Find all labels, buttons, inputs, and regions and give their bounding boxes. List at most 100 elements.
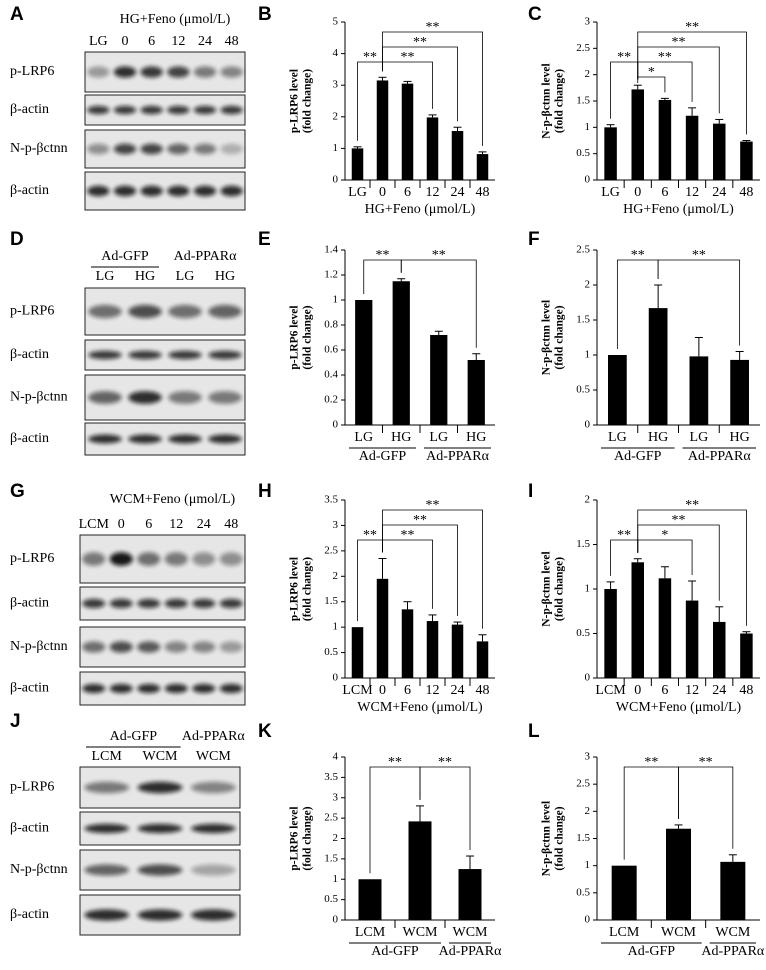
blot-strip: [79, 671, 246, 706]
x-tick-label: 0: [379, 683, 386, 698]
blot-band: [168, 350, 202, 360]
blot-band: [128, 434, 162, 444]
significance-label: **: [644, 755, 658, 770]
blot-strip: [84, 51, 246, 93]
blot-strip: [84, 94, 246, 126]
y-tick-label: 2.5: [576, 42, 590, 54]
significance-label: **: [617, 528, 631, 543]
y-tick-label: 2.5: [576, 778, 590, 790]
x-tick-label: LCM: [595, 683, 626, 698]
y-tick-label: 2.5: [576, 244, 590, 256]
y-tick-label: 3: [585, 751, 591, 763]
significance-label: **: [658, 50, 672, 65]
significance-label: **: [363, 528, 377, 543]
x-tick-label: WCM: [403, 925, 439, 940]
blot-band: [192, 641, 216, 653]
y-tick-label: 0: [333, 672, 339, 684]
bar: [648, 308, 668, 425]
x-tick-label: 48: [739, 683, 753, 698]
group-label: Ad-PPARα: [688, 449, 752, 464]
bar: [740, 141, 753, 180]
blot-band: [190, 823, 236, 834]
blot-band: [220, 143, 243, 155]
x-axis-label: HG+Feno (μmol/L): [365, 202, 476, 217]
blot-band: [87, 66, 110, 78]
significance-label: **: [631, 248, 645, 263]
blot-band: [192, 598, 216, 609]
lane-label: LG: [89, 34, 108, 49]
row-label: N-p-βctnn: [10, 141, 68, 156]
y-tick-label: 0.5: [576, 627, 590, 639]
y-tick-label: 1: [585, 583, 591, 595]
lane-label: 12: [169, 517, 183, 532]
bar: [392, 281, 410, 425]
bar: [685, 600, 699, 678]
y-tick-label: 1: [333, 294, 339, 306]
panel-label: J: [10, 711, 21, 732]
bar: [658, 578, 672, 678]
bar: [608, 355, 627, 425]
lane-label: LCM: [79, 517, 110, 532]
blot-band: [167, 185, 190, 197]
y-tick-label: 2: [585, 494, 591, 506]
y-tick-label: 0.2: [324, 394, 338, 406]
blot-band: [193, 66, 217, 78]
x-tick-label: WCM: [661, 925, 697, 940]
blot-band: [220, 66, 243, 78]
blot-band: [193, 143, 217, 155]
significance-label: **: [438, 755, 452, 770]
y-tick-label: 2: [585, 805, 591, 817]
panel-label: C: [528, 4, 542, 25]
significance-label: **: [401, 528, 415, 543]
x-tick-label: HG: [466, 430, 486, 445]
lane-label: 48: [224, 517, 238, 532]
x-tick-label: 24: [451, 185, 465, 200]
blot-band: [167, 105, 190, 115]
x-tick-label: 24: [712, 683, 726, 698]
y-axis-label: (fold change): [302, 69, 314, 133]
blot-band: [109, 598, 133, 609]
y-axis-label: (fold change): [302, 305, 314, 369]
y-tick-label: 0: [585, 672, 591, 684]
blot-band: [220, 105, 243, 115]
x-tick-label: LG: [348, 185, 367, 200]
blot-band: [109, 552, 133, 566]
bar: [720, 861, 746, 920]
panel-label: A: [10, 4, 24, 25]
blot-band: [137, 683, 161, 694]
blot-band: [219, 598, 243, 609]
y-tick-label: 1.5: [576, 314, 590, 326]
significance-bracket: [400, 259, 477, 348]
x-tick-label: LG: [608, 430, 627, 445]
y-tick-label: 0.8: [324, 319, 338, 331]
lane-label: 24: [198, 34, 212, 49]
significance-label: **: [401, 50, 415, 65]
blot-band: [140, 143, 163, 155]
blot-band: [167, 66, 190, 78]
panel-label: G: [10, 481, 25, 502]
lane-label: LG: [176, 269, 195, 284]
blot-band: [137, 823, 183, 834]
bar: [631, 562, 644, 678]
group-label: Ad-PPARα: [426, 449, 490, 464]
panel-label: F: [528, 229, 540, 250]
bar: [458, 869, 482, 920]
x-tick-label: WCM: [453, 925, 489, 940]
bar: [426, 621, 439, 678]
x-axis-label: WCM+Feno (μmol/L): [357, 700, 483, 715]
significance-bracket: [657, 259, 741, 346]
bar: [740, 633, 753, 678]
significance-label: **: [692, 248, 706, 263]
x-tick-label: 48: [476, 185, 490, 200]
blot-band: [168, 304, 202, 319]
panel-label: B: [258, 4, 272, 25]
bar: [689, 356, 709, 425]
bar: [476, 641, 489, 678]
y-axis-label: p-LRP6 level: [289, 305, 301, 369]
x-tick-label: 48: [476, 683, 490, 698]
blot-band: [113, 143, 137, 155]
bar: [476, 154, 489, 180]
significance-bracket: [382, 524, 458, 617]
blot-band: [84, 864, 130, 876]
